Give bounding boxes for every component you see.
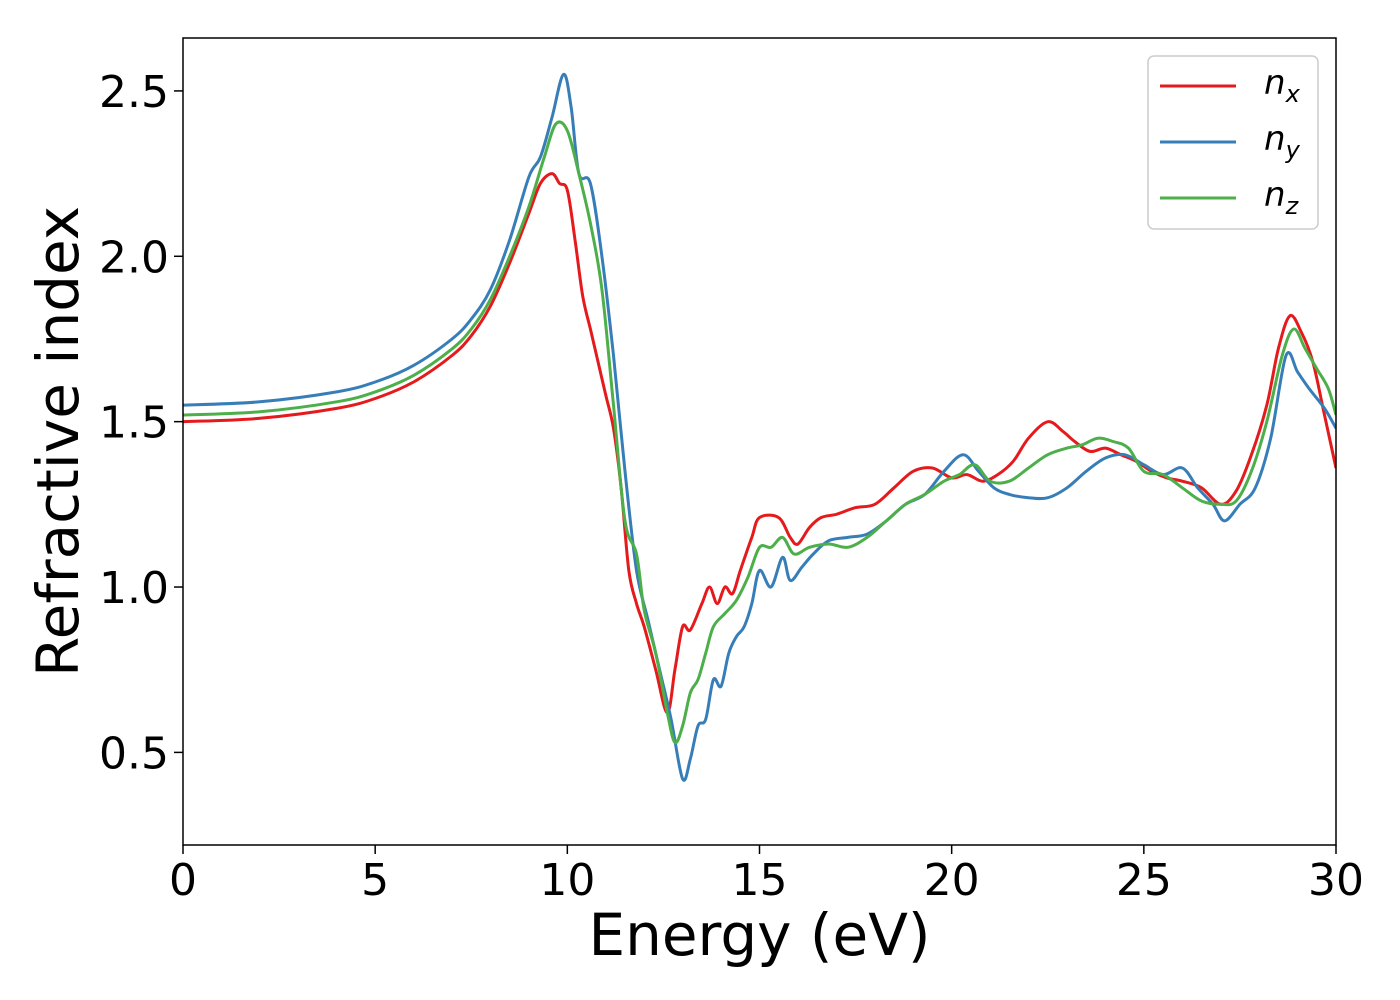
legend-label-ny: ny — [1264, 119, 1301, 164]
x-tick-label: 30 — [1308, 855, 1364, 906]
y-axis-title: Refractive index — [24, 206, 92, 677]
x-axis: 0 5 10 15 20 25 30 — [169, 845, 1364, 906]
y-tick-label: 1.5 — [99, 398, 169, 449]
x-axis-title: Energy (eV) — [588, 901, 930, 969]
y-tick-label: 2.0 — [99, 232, 169, 283]
series-line-nx — [183, 172, 1336, 715]
x-tick-label: 10 — [539, 855, 595, 906]
x-tick-label: 15 — [732, 855, 788, 906]
series-line-ny — [183, 72, 1336, 782]
legend-label-nz: nz — [1264, 175, 1300, 220]
x-tick-label: 0 — [169, 855, 197, 906]
x-tick-label: 25 — [1116, 855, 1172, 906]
x-tick-label: 20 — [924, 855, 980, 906]
legend-label-nx: nx — [1264, 63, 1301, 108]
series-line-nz — [183, 120, 1336, 745]
plot-lines — [183, 72, 1336, 782]
y-tick-label: 1.0 — [99, 563, 169, 614]
x-tick-label: 5 — [361, 855, 389, 906]
y-tick-label: 2.5 — [99, 67, 169, 118]
y-axis: 0.5 1.0 1.5 2.0 2.5 — [99, 67, 183, 779]
legend: nx ny nz — [1147, 55, 1319, 230]
y-tick-label: 0.5 — [99, 728, 169, 779]
